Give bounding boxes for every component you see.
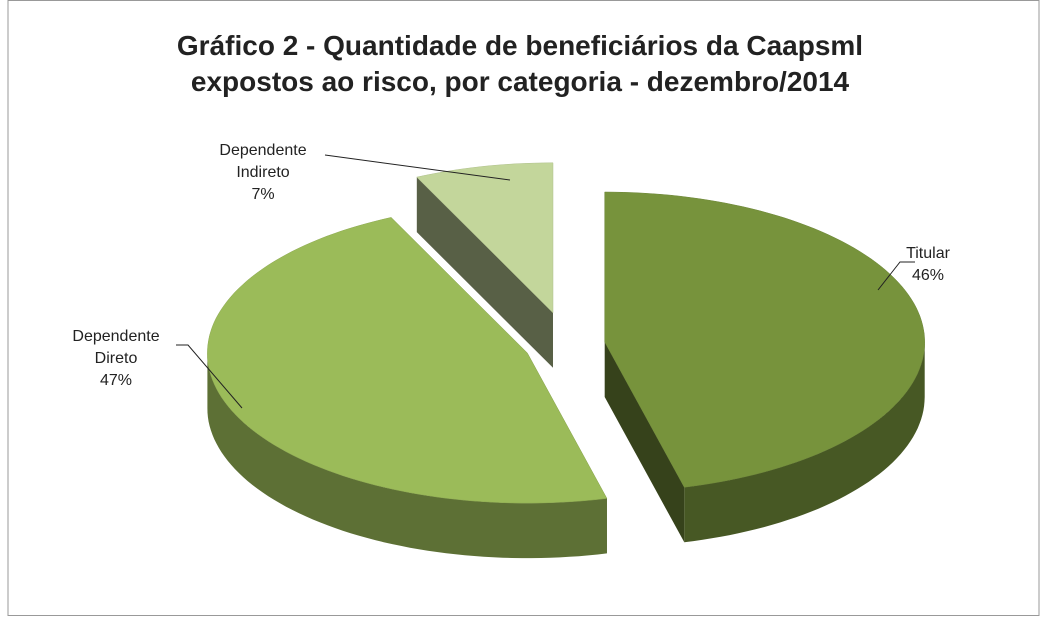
chart-border xyxy=(7,0,1040,616)
value-label: 7% xyxy=(251,186,275,203)
chart-title: expostos ao risco, por categoria - dezem… xyxy=(190,66,850,97)
slice-side xyxy=(604,342,685,543)
value-label: 46% xyxy=(911,267,945,284)
slice-wall xyxy=(207,353,607,559)
value-label: 47% xyxy=(99,372,133,389)
data-label: Dependente Indireto 7% xyxy=(203,140,323,206)
category-label: Dependente Direto xyxy=(72,328,160,367)
category-label: Titular xyxy=(906,245,950,262)
slice xyxy=(416,162,554,314)
leader-line xyxy=(324,154,511,181)
chart-title: Gráfico 2 - Quantidade de beneficiários … xyxy=(176,30,864,61)
pie-tops xyxy=(207,162,925,504)
slice xyxy=(207,217,608,504)
leader-line xyxy=(176,344,243,409)
slice-side xyxy=(416,177,553,368)
data-label: Titular 46% xyxy=(868,243,988,287)
slice-wall xyxy=(684,342,925,543)
category-label: Dependente Indireto xyxy=(219,142,307,181)
slice xyxy=(604,191,925,488)
data-label: Dependente Direto 47% xyxy=(56,326,176,392)
leader-line xyxy=(877,261,915,291)
